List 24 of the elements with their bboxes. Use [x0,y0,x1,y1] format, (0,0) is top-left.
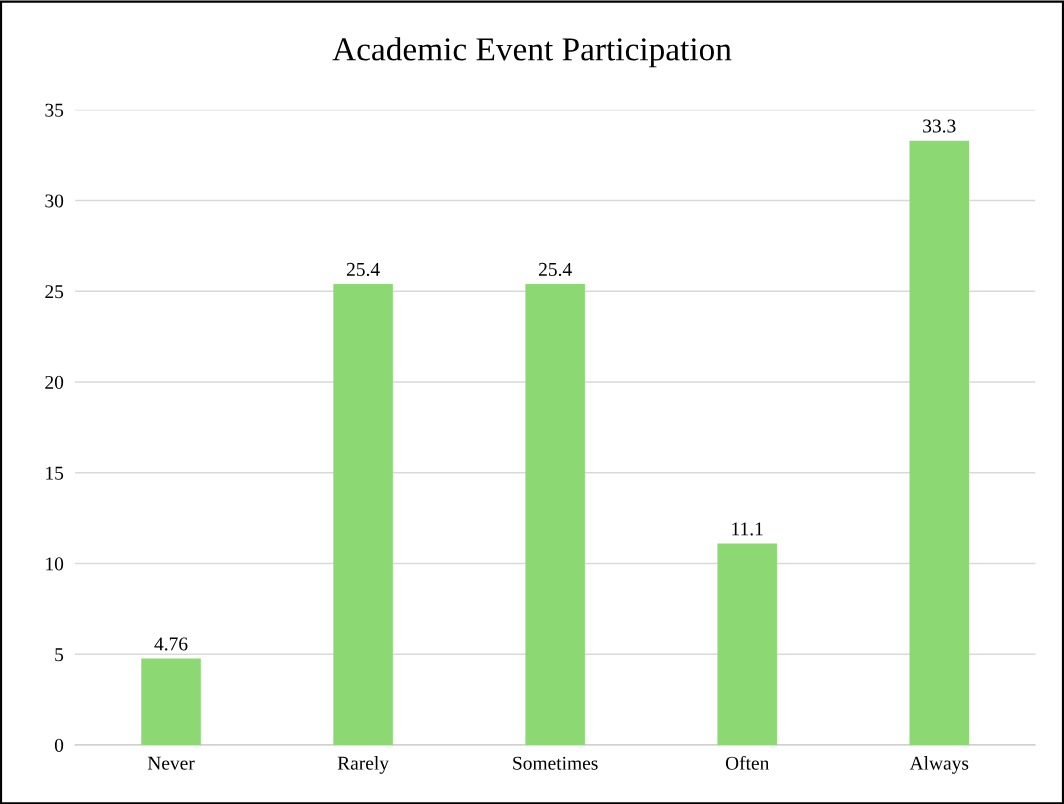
data-label: 33.3 [923,119,956,133]
bar [909,140,970,745]
bar [525,284,585,745]
data-label: 25.4 [346,262,380,277]
x-tick-label: Never [147,756,195,770]
y-tick-label: 30 [45,194,64,208]
data-label: 25.4 [538,262,572,277]
data-label: 11.1 [732,522,763,536]
x-tick-label: Rarely [337,756,389,774]
x-tick-label: Always [909,756,969,774]
bar [333,284,393,745]
y-tick-label: 25 [45,285,64,299]
y-tick-label: 20 [45,375,64,389]
bar [141,658,201,745]
x-tick-label: Sometimes [513,756,598,770]
y-tick-label: 10 [46,557,64,571]
y-tick-label: 15 [46,466,64,480]
chart-title: Academic Event Participation [332,37,732,68]
y-tick-label: 0 [54,738,64,752]
data-label: 4.76 [154,637,188,651]
y-tick-label: 35 [45,103,64,117]
y-tick-label: 5 [55,648,64,662]
x-tick-label: Often [725,755,770,770]
bar [717,543,777,745]
